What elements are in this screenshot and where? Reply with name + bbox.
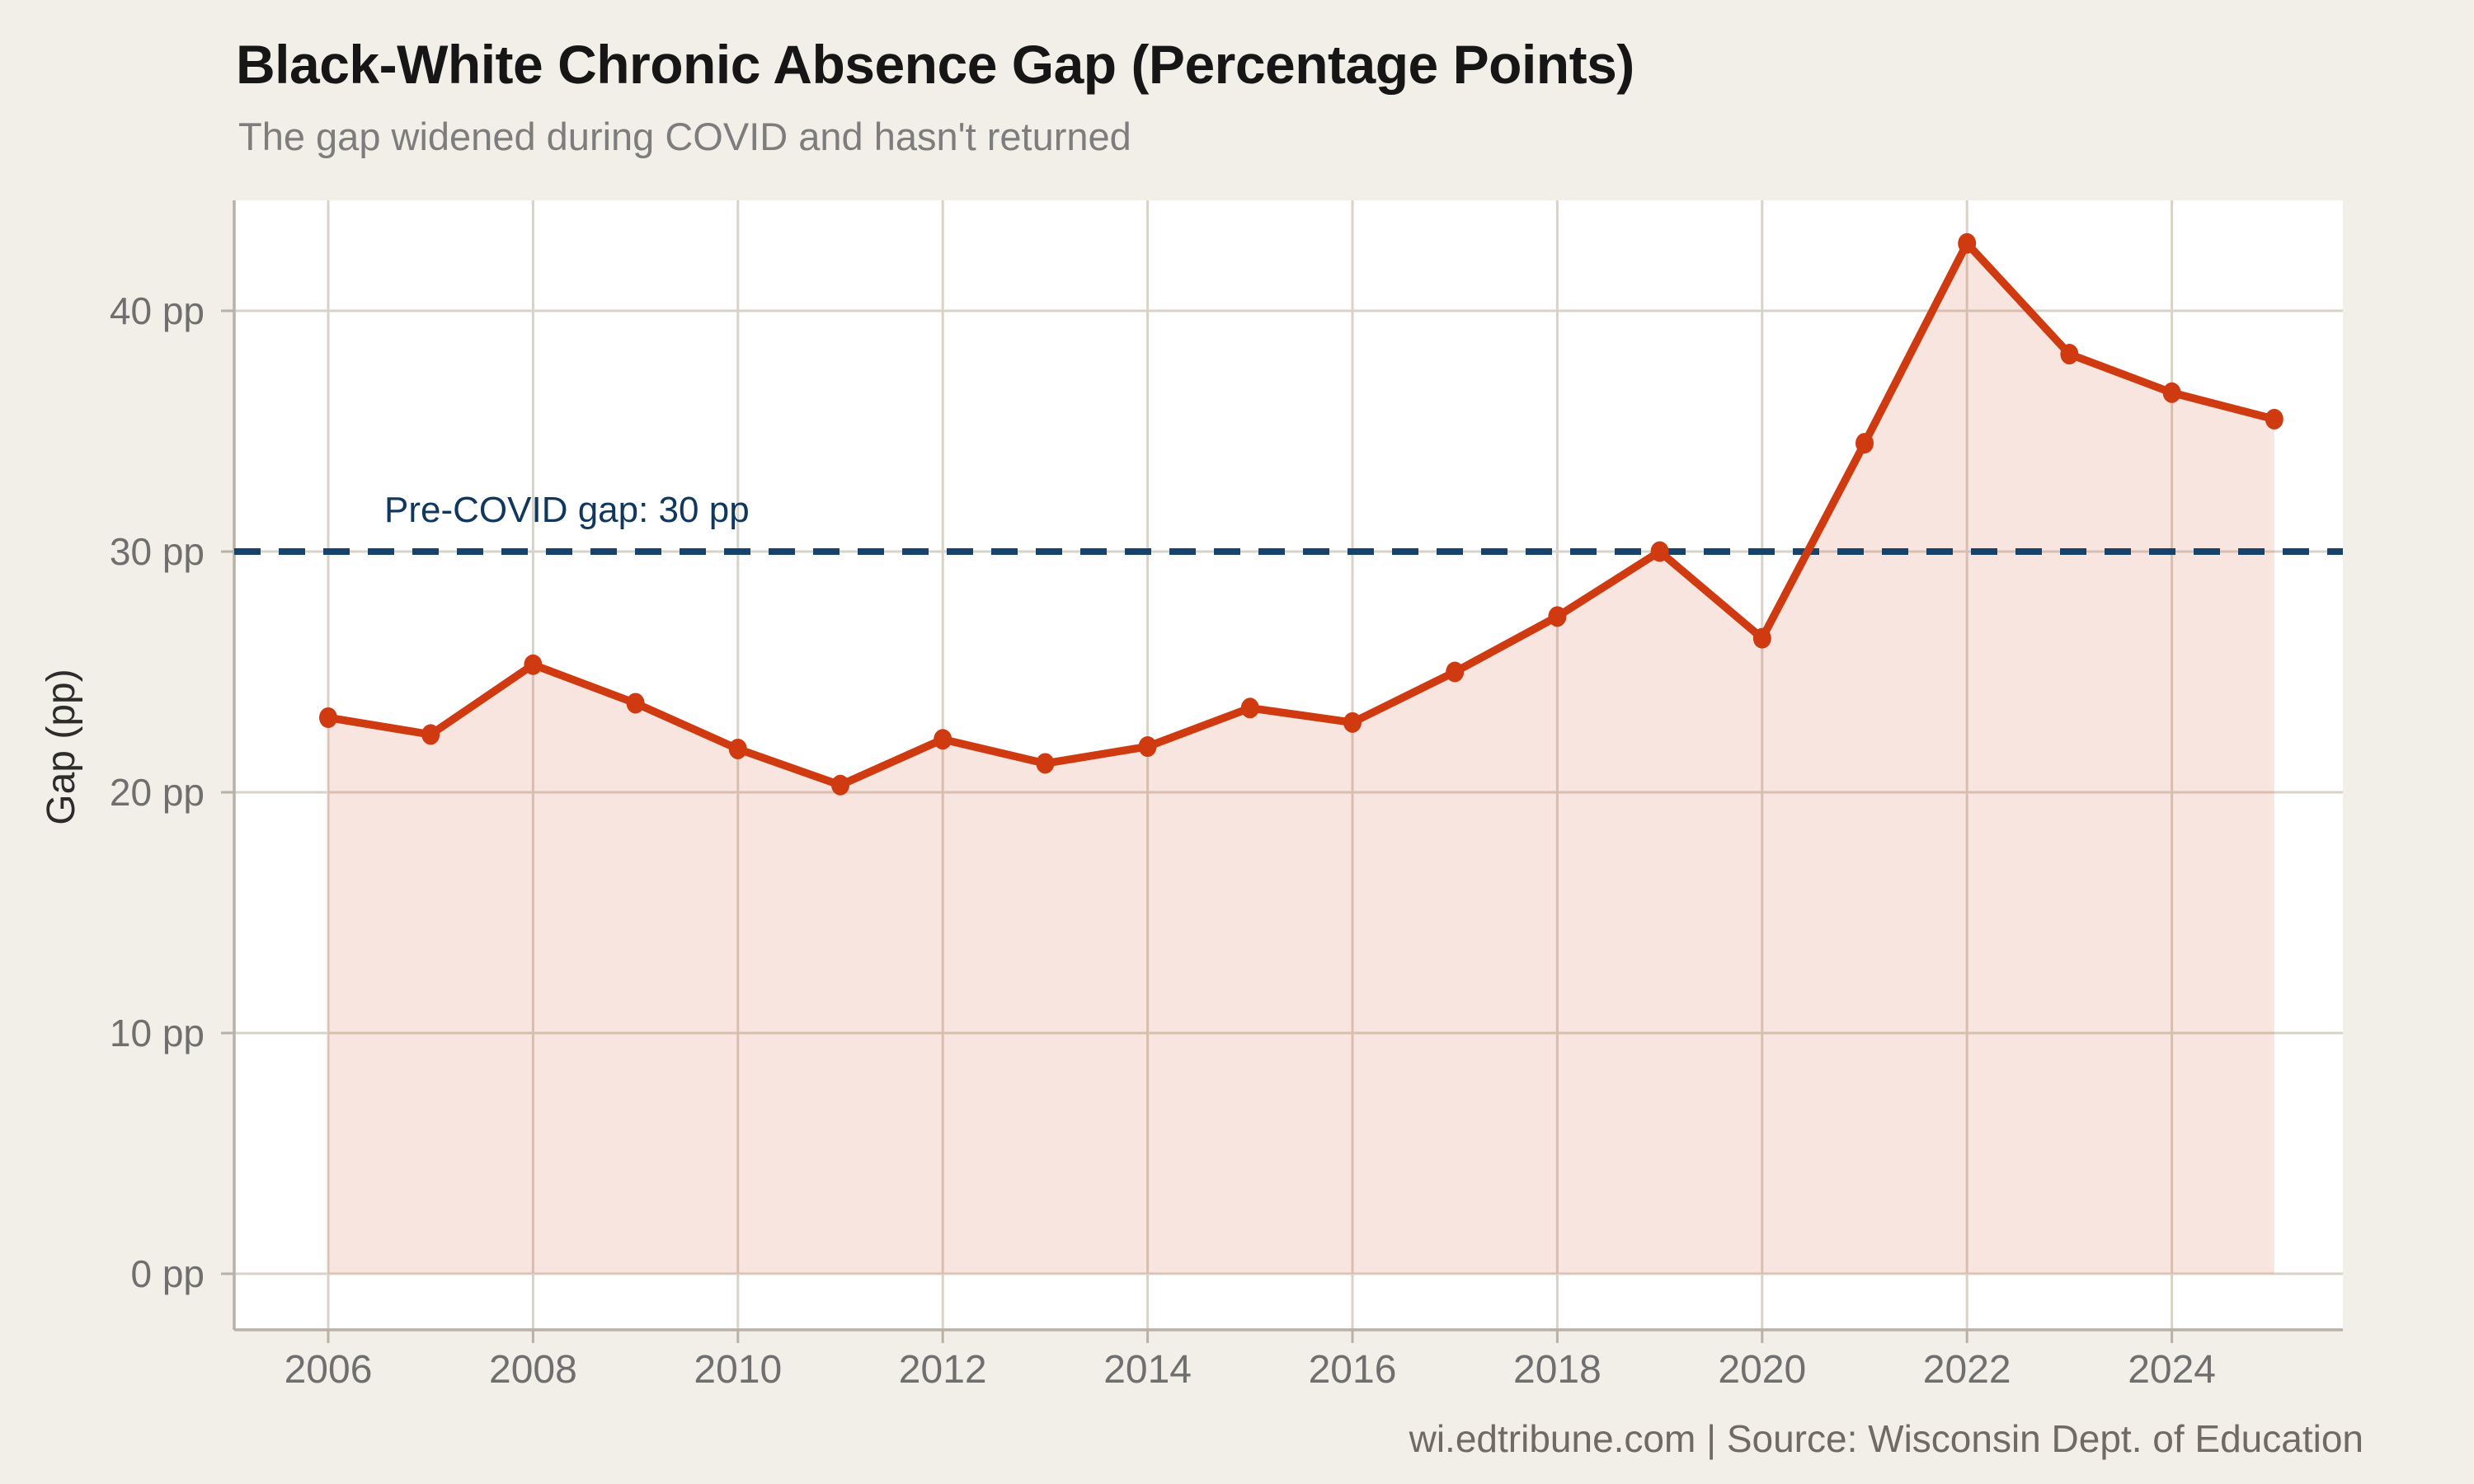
data-point-2023 bbox=[2060, 344, 2079, 365]
x-tick-label-2012: 2012 bbox=[898, 1348, 987, 1392]
data-point-2022 bbox=[1958, 232, 1977, 254]
data-point-2021 bbox=[1856, 433, 1874, 454]
source-credit: wi.edtribune.com | Source: Wisconsin Dep… bbox=[1409, 1417, 2363, 1460]
chart-title: Black-White Chronic Absence Gap (Percent… bbox=[236, 34, 1634, 95]
plot-panel bbox=[234, 200, 2343, 1330]
y-tick-label-10: 10 pp bbox=[109, 1012, 205, 1054]
data-point-2017 bbox=[1446, 661, 1465, 683]
x-tick-label-2014: 2014 bbox=[1103, 1348, 1192, 1392]
y-tick-label-40: 40 pp bbox=[109, 289, 205, 332]
data-point-2018 bbox=[1548, 606, 1567, 627]
x-tick-label-2022: 2022 bbox=[1922, 1348, 2011, 1392]
data-point-2009 bbox=[626, 693, 645, 714]
x-tick-label-2016: 2016 bbox=[1308, 1348, 1397, 1392]
y-tick-label-0: 0 pp bbox=[130, 1252, 205, 1295]
gap-line bbox=[324, 239, 2279, 789]
data-point-2013 bbox=[1036, 753, 1055, 774]
data-point-2008 bbox=[524, 654, 543, 675]
data-point-2012 bbox=[934, 729, 952, 750]
x-tick-label-2010: 2010 bbox=[694, 1348, 783, 1392]
data-point-2007 bbox=[421, 724, 440, 745]
x-tick-label-2024: 2024 bbox=[2128, 1348, 2216, 1392]
x-tick-label-2006: 2006 bbox=[284, 1348, 373, 1392]
data-point-2011 bbox=[831, 774, 849, 796]
data-point-2010 bbox=[728, 738, 747, 759]
reference-line-annotation: Pre-COVID gap: 30 pp bbox=[384, 490, 750, 530]
data-point-2016 bbox=[1343, 711, 1362, 733]
y-axis-title: Gap (pp) bbox=[40, 669, 83, 825]
chart-subtitle: The gap widened during COVID and hasn't … bbox=[238, 115, 1131, 158]
area-fill bbox=[328, 243, 2274, 1274]
y-tick-label-20: 20 pp bbox=[109, 771, 205, 814]
data-point-2020 bbox=[1752, 627, 1771, 649]
data-point-2006 bbox=[319, 707, 337, 728]
x-tick-label-2008: 2008 bbox=[489, 1348, 577, 1392]
data-point-2019 bbox=[1650, 541, 1669, 562]
y-tick-label-30: 30 pp bbox=[109, 530, 205, 573]
data-point-2015 bbox=[1240, 697, 1259, 719]
data-point-2014 bbox=[1138, 736, 1157, 758]
data-point-2024 bbox=[2162, 382, 2181, 403]
x-tick-label-2020: 2020 bbox=[1718, 1348, 1807, 1392]
data-point-2025 bbox=[2265, 408, 2284, 430]
x-tick-label-2018: 2018 bbox=[1513, 1348, 1602, 1392]
